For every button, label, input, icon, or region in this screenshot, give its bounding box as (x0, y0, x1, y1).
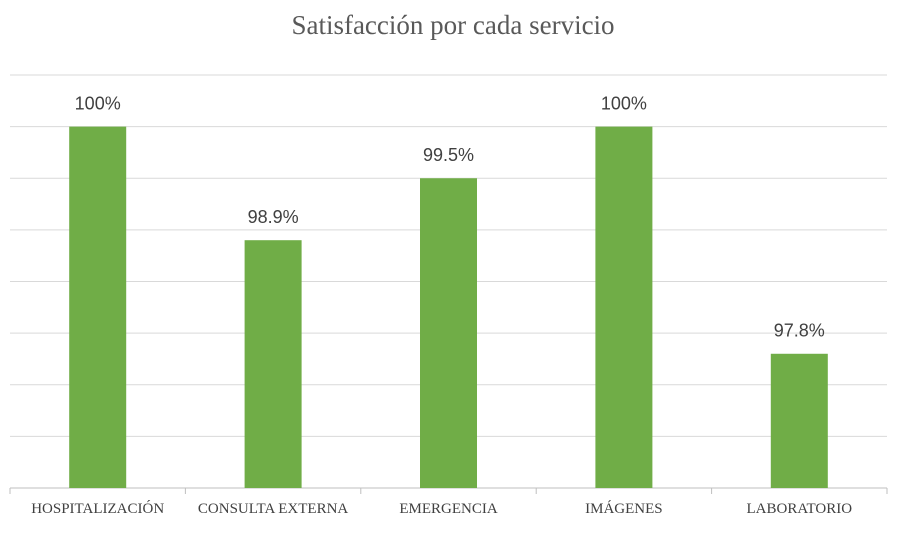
bar (770, 353, 828, 488)
x-tick-label: LABORATORIO (746, 501, 853, 517)
data-label: 100% (601, 93, 647, 113)
x-tick-label: HOSPITALIZACIÓN (31, 501, 165, 517)
data-label: 98.9% (248, 207, 299, 227)
bar (420, 178, 477, 488)
chart-title: Satisfacción por cada servicio (291, 10, 614, 40)
bar (69, 126, 127, 488)
data-label: 99.5% (423, 145, 474, 165)
data-label: 97.8% (774, 321, 825, 341)
bar (244, 240, 302, 488)
bar (595, 126, 653, 488)
x-tick-label: EMERGENCIA (399, 501, 498, 517)
x-tick-label: IMÁGENES (585, 501, 663, 517)
x-tick-label: CONSULTA EXTERNA (197, 501, 349, 517)
data-label: 100% (75, 93, 121, 113)
